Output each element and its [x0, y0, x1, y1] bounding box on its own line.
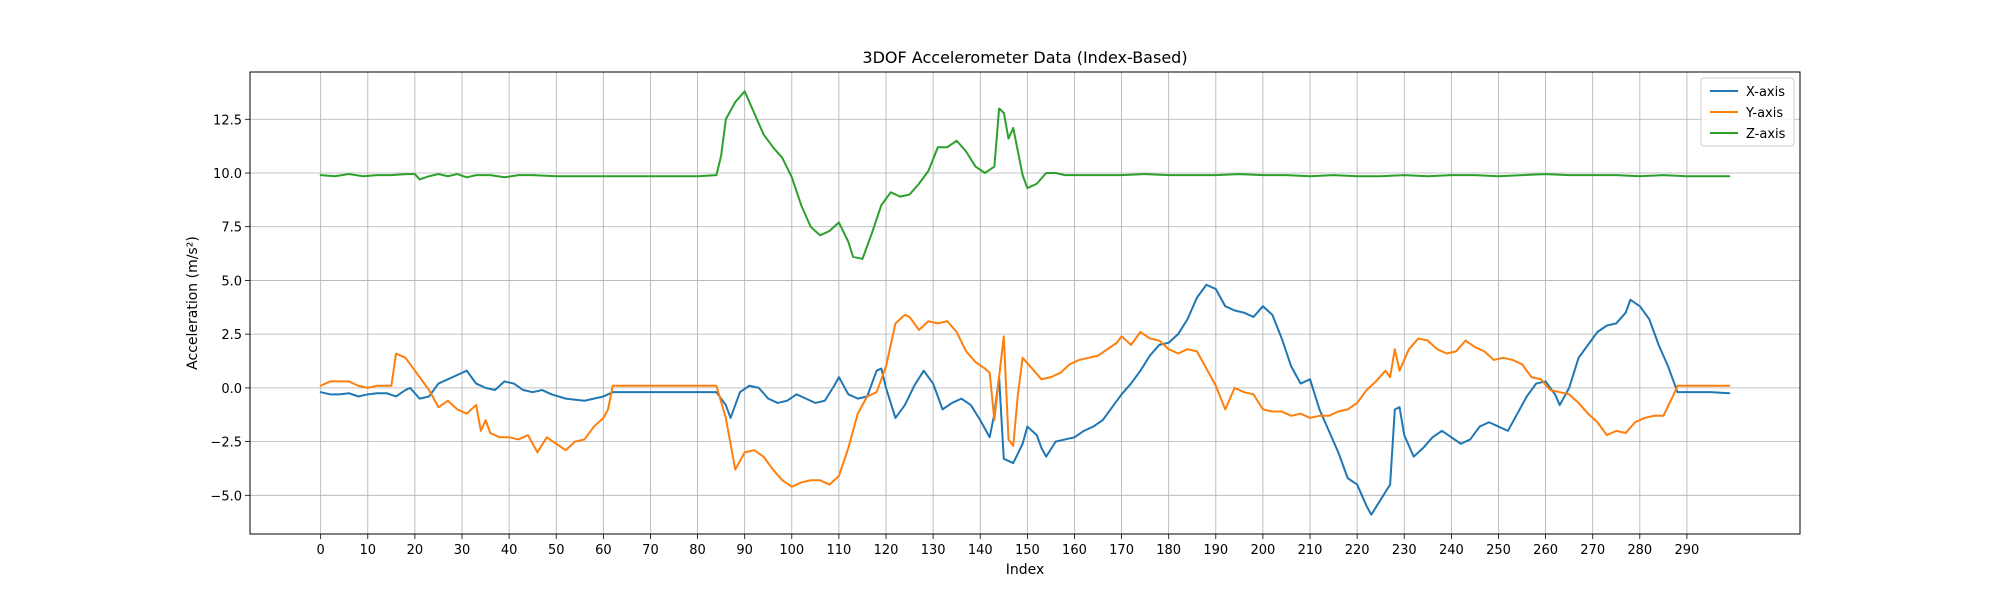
series-lines [319, 90, 1731, 516]
x-tick-label: 50 [548, 543, 565, 558]
legend-label-z-axis: Z-axis [1746, 127, 1786, 142]
x-tick-label: 150 [1015, 543, 1040, 558]
x-tick-label: 210 [1298, 543, 1323, 558]
x-tick-label: 200 [1251, 543, 1276, 558]
x-tick-label: 160 [1062, 543, 1087, 558]
x-tick-label: 100 [779, 543, 804, 558]
x-axis-label: Index [1006, 562, 1045, 578]
x-tick-label: 110 [826, 543, 851, 558]
x-tick-label: 230 [1392, 543, 1417, 558]
x-tick-label: 190 [1203, 543, 1228, 558]
x-tick-label: 280 [1627, 543, 1652, 558]
legend-box [1700, 77, 1795, 147]
x-tick-label: 250 [1486, 543, 1511, 558]
legend: X-axis Y-axis Z-axis [1700, 77, 1795, 147]
y-tick-label: 12.5 [213, 113, 242, 128]
x-tick-label: 70 [642, 543, 659, 558]
y-tick-label: −2.5 [210, 436, 242, 451]
x-tick-label: 180 [1156, 543, 1181, 558]
x-tick-label: 270 [1580, 543, 1605, 558]
chart-title: 3DOF Accelerometer Data (Index-Based) [862, 48, 1187, 67]
x-tick-label: 20 [407, 543, 424, 558]
x-tick-label: 80 [689, 543, 706, 558]
y-tick-label: 5.0 [221, 274, 242, 289]
x-tick-label: 120 [874, 543, 899, 558]
y-tick-label: 10.0 [213, 167, 242, 182]
x-tick-label: 0 [317, 543, 325, 558]
x-tick-label: 90 [736, 543, 753, 558]
x-tick-label: 10 [360, 543, 377, 558]
x-tick-label: 130 [921, 543, 946, 558]
legend-label-y-axis: Y-axis [1745, 106, 1783, 121]
x-tick-label: 260 [1533, 543, 1558, 558]
series-line-z-axis [319, 90, 1731, 260]
legend-label-x-axis: X-axis [1746, 85, 1785, 100]
x-axis-ticks: 0 10 20 30 40 50 60 70 80 90 100 110 120 130 140 150 160… [317, 534, 1700, 558]
x-tick-label: 60 [595, 543, 612, 558]
grid [250, 72, 1800, 534]
x-tick-label: 170 [1109, 543, 1134, 558]
x-tick-label: 40 [501, 543, 518, 558]
y-axis-label: Acceleration (m/s²) [185, 236, 201, 370]
y-axis-ticks: −5.0 −2.5 0.0 2.5 5.0 7.5 10.0 12.5 [210, 113, 250, 504]
x-tick-label: 220 [1345, 543, 1370, 558]
x-tick-label: 240 [1439, 543, 1464, 558]
y-tick-label: 7.5 [221, 221, 242, 236]
series-line-y-axis [319, 313, 1731, 488]
x-tick-label: 290 [1675, 543, 1700, 558]
series-line-x-axis [319, 283, 1731, 516]
x-tick-label: 140 [968, 543, 993, 558]
plot-frame [249, 71, 1801, 535]
x-tick-label: 30 [454, 543, 471, 558]
y-tick-label: 2.5 [221, 328, 242, 343]
y-tick-label: 0.0 [221, 382, 242, 397]
y-tick-label: −5.0 [210, 489, 242, 504]
